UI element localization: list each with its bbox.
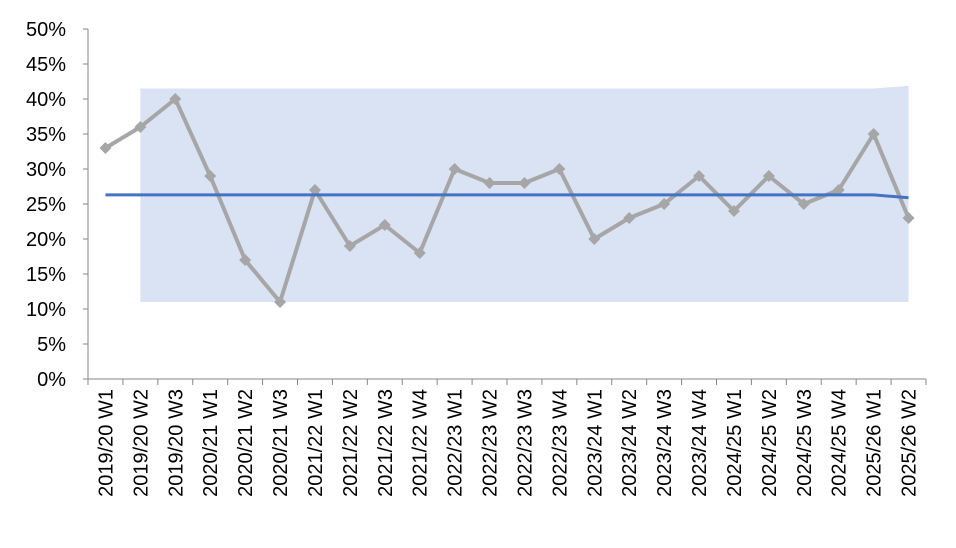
x-tick-label: 2020/21 W2 xyxy=(235,389,257,497)
x-tick-label: 2020/21 W1 xyxy=(200,389,222,497)
marker xyxy=(413,247,426,259)
x-tick-label: 2024/25 W3 xyxy=(794,389,816,497)
x-tick-label: 2024/25 W1 xyxy=(724,389,746,497)
marker xyxy=(762,170,775,182)
x-tick-label: 2020/21 W3 xyxy=(270,389,292,497)
series-line xyxy=(105,193,909,200)
marker xyxy=(553,163,566,175)
marker xyxy=(518,177,531,189)
x-tick-label: 2021/22 W3 xyxy=(375,389,397,497)
x-tick-label: 2019/20 W2 xyxy=(130,389,152,497)
x-tick-label: 2024/25 W4 xyxy=(829,389,851,497)
series-line xyxy=(104,97,911,304)
y-tick-label: 30% xyxy=(26,159,66,181)
y-tick-label: 25% xyxy=(26,194,66,216)
y-tick-label: 10% xyxy=(26,299,66,321)
y-tick-label: 5% xyxy=(37,334,66,356)
marker xyxy=(832,184,845,196)
marker xyxy=(483,177,496,189)
marker xyxy=(588,233,601,245)
marker xyxy=(169,93,182,105)
x-tick-label: 2022/23 W1 xyxy=(445,389,467,497)
y-tick-label: 35% xyxy=(26,124,66,146)
marker xyxy=(448,163,461,175)
marker xyxy=(902,212,915,224)
marker xyxy=(797,198,810,210)
marker xyxy=(658,198,671,210)
x-tick-label: 2021/22 W1 xyxy=(305,389,327,497)
y-tick-label: 50% xyxy=(26,19,66,41)
x-tick-label: 2019/20 W3 xyxy=(165,389,187,497)
marker xyxy=(343,240,356,252)
marker xyxy=(99,142,112,154)
x-tick-label: 2021/22 W4 xyxy=(410,389,432,497)
x-tick-label: 2019/20 W1 xyxy=(95,389,117,497)
x-tick-label: 2023/24 W2 xyxy=(619,389,641,497)
marker xyxy=(204,170,217,182)
marker xyxy=(693,170,706,182)
x-tick-label: 2023/24 W4 xyxy=(689,389,711,497)
x-tick-label: 2022/23 W2 xyxy=(480,389,502,497)
x-tick-label: 2023/24 W3 xyxy=(654,389,676,497)
y-tick-label: 45% xyxy=(26,54,66,76)
marker xyxy=(134,121,147,133)
marker xyxy=(274,296,287,308)
x-tick-label: 2022/23 W4 xyxy=(549,389,571,497)
marker xyxy=(727,205,740,217)
x-tick-label: 2022/23 W3 xyxy=(514,389,536,497)
marker xyxy=(378,219,391,231)
x-tick-label: 2025/26 W2 xyxy=(899,389,921,497)
marker xyxy=(867,128,880,140)
marker xyxy=(308,184,321,196)
x-tick-label: 2023/24 W1 xyxy=(584,389,606,497)
y-tick-label: 15% xyxy=(26,264,66,286)
marker xyxy=(239,254,252,266)
y-tick-label: 40% xyxy=(26,89,66,111)
x-tick-label: 2024/25 W2 xyxy=(759,389,781,497)
y-tick-label: 0% xyxy=(37,369,66,391)
y-tick-label: 20% xyxy=(26,229,66,251)
x-tick-label: 2021/22 W2 xyxy=(340,389,362,497)
x-tick-label: 2025/26 W1 xyxy=(864,389,886,497)
marker xyxy=(623,212,636,224)
